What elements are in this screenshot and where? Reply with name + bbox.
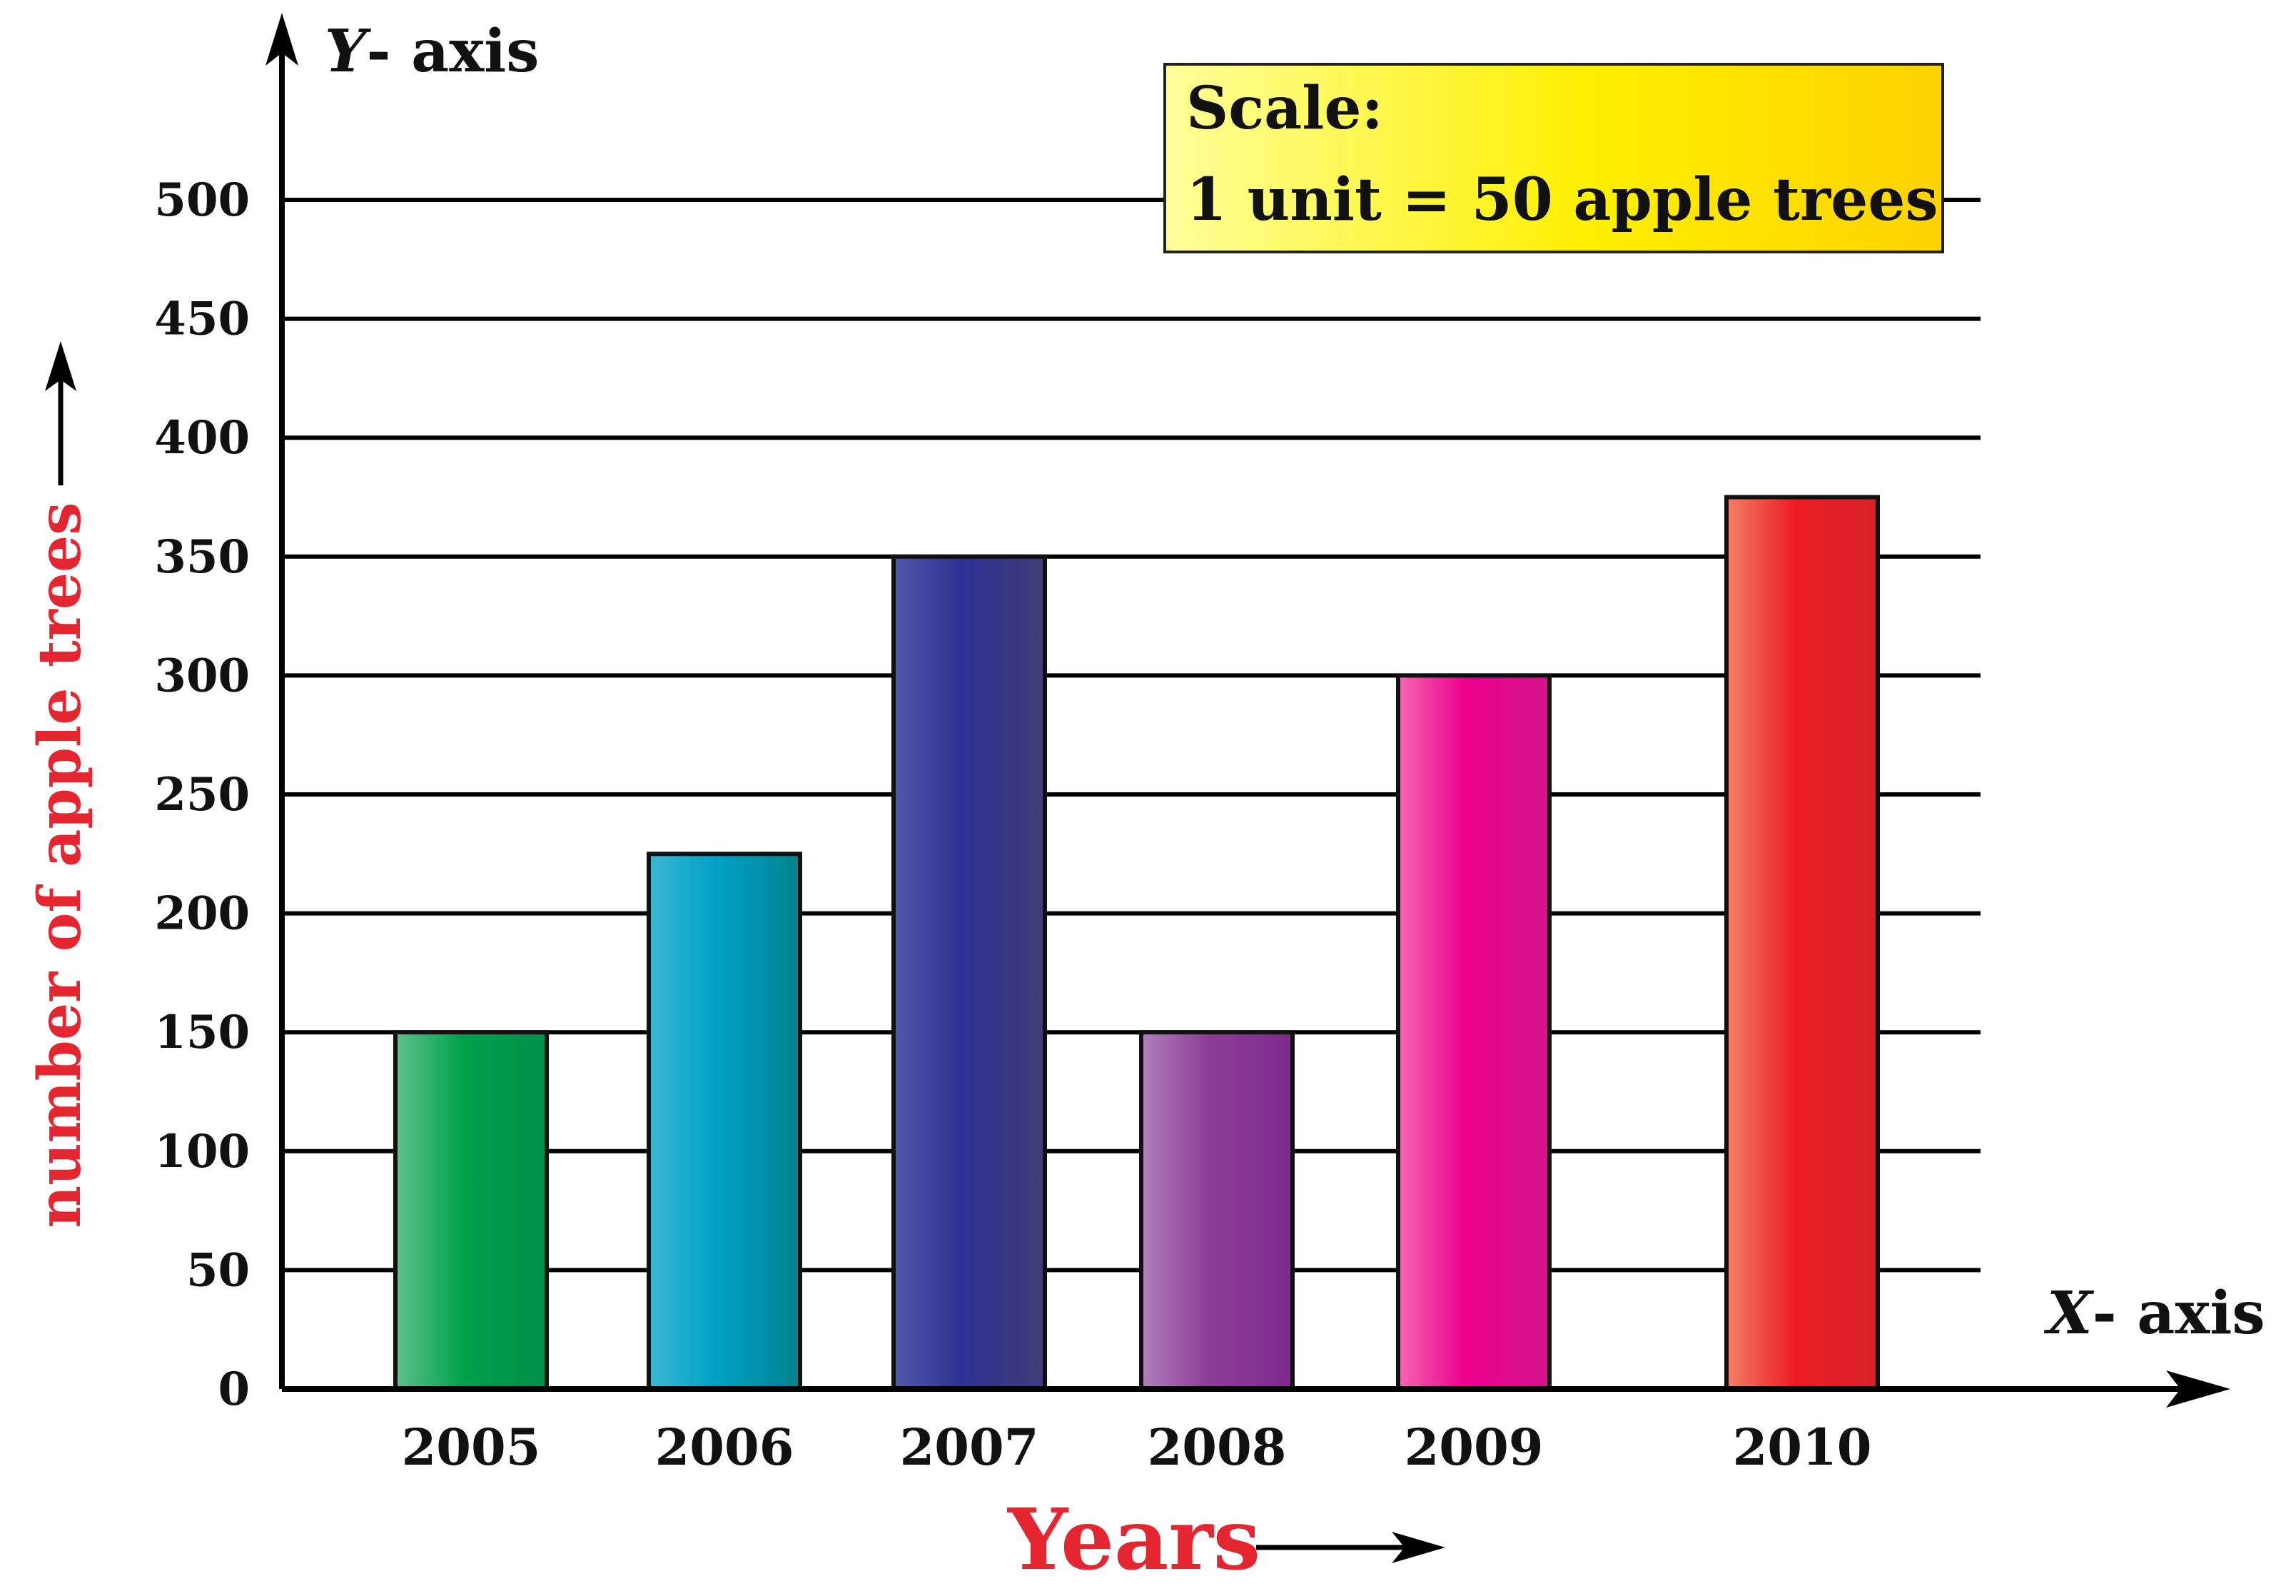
x-axis-arrow-icon [2166,1370,2230,1408]
y-tick-label: 0 [218,1363,250,1416]
x-category-label: 2009 [1405,1418,1544,1477]
y-tick-label: 350 [154,530,250,584]
scale-box-line1: Scale: [1186,74,1383,143]
x-axis-name: X- axis [2043,1279,2265,1348]
y-tick-label: 100 [154,1125,250,1178]
y-tick-labels: 0 50 100 150 200 250 300 350 400 450 500 [154,173,250,1416]
y-tick-label: 150 [154,1006,250,1059]
axes [265,13,2230,1408]
bar-2005 [393,1030,549,1391]
x-category-label: 2010 [1733,1418,1872,1477]
y-tick-label: 300 [154,649,250,702]
bar-2009 [1396,673,1552,1391]
x-category-label: 2007 [900,1418,1039,1477]
bar-2010 [1724,495,1880,1391]
x-axis-name-rest: - axis [2093,1279,2265,1348]
y-axis-arrow-icon [265,13,298,66]
x-category-label: 2005 [402,1418,541,1477]
x-axis-name-var: X [2043,1279,2095,1348]
x-category-labels: 2005 2006 2007 2008 2009 2010 [402,1418,1872,1477]
bar-2006 [647,852,802,1392]
scale-box-line2: 1 unit = 50 apple trees [1186,166,1938,234]
y-tick-label: 500 [154,173,250,227]
y-axis-name-rest: - axis [367,17,540,86]
y-label: number of apple trees [26,502,94,1228]
y-axis-name: Y- axis [325,17,539,86]
bar-2008 [1139,1030,1295,1391]
x-label: Years [1006,1490,1260,1589]
x-category-label: 2006 [655,1418,794,1477]
y-tick-label: 50 [186,1243,250,1297]
bar-2007 [891,554,1047,1391]
y-label-arrow-icon [45,341,76,391]
scale-box: Scale: 1 unit = 50 apple trees [1163,63,1944,253]
y-tick-label: 250 [154,768,250,822]
bars [393,495,1880,1392]
scale-box-background [1163,63,1944,253]
y-axis-name-var: Y [325,17,372,86]
x-label-arrow-icon [1392,1532,1445,1563]
y-tick-label: 400 [154,411,250,465]
x-category-label: 2008 [1148,1418,1287,1477]
y-tick-label: 450 [154,293,250,346]
y-tick-label: 200 [154,887,250,941]
